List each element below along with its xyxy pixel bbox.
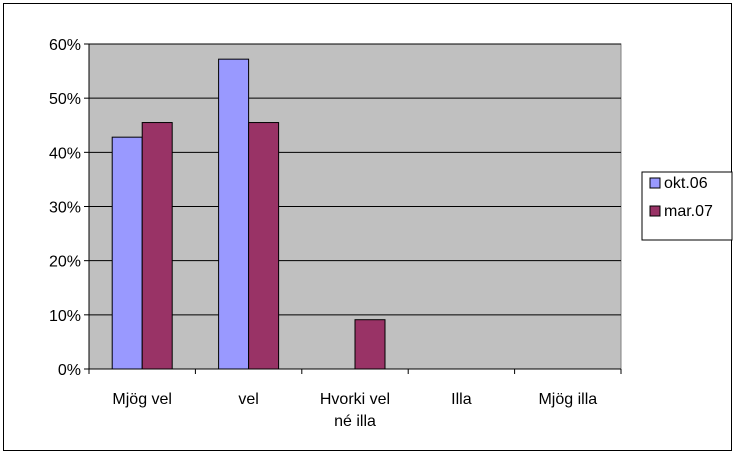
x-tick-label: Illa (451, 391, 472, 408)
x-tick-label: Mjög vel (112, 391, 172, 408)
bars (111, 58, 386, 370)
bar-okt.06-1 (218, 58, 250, 370)
bar-okt.06-0 (111, 136, 143, 370)
bar-mar.07-0 (141, 122, 173, 370)
y-tick-label: 30% (49, 200, 81, 217)
x-axis-ticks: Mjög vel vel Hvorki vel né illa Illa Mjög ill… (88, 369, 622, 430)
x-tick-label: Hvorki vel né illa (320, 391, 390, 430)
x-tick-label: Mjög illa (538, 391, 597, 408)
y-tick-label: 40% (49, 145, 81, 162)
y-tick-label: 20% (49, 254, 81, 271)
gridlines (89, 43, 621, 316)
y-tick-label: 0% (58, 362, 81, 379)
legend: okt.06 mar.07 (641, 171, 733, 241)
x-tick-label: vel (238, 391, 258, 408)
y-axis-ticks: 0% 10% 20% 30% 40% 50% 60% (49, 37, 89, 379)
legend-swatch-okt.06 (649, 177, 661, 189)
y-tick-label: 50% (49, 91, 81, 108)
bar-mar.07-2 (354, 319, 386, 370)
legend-label-mar.07: mar.07 (664, 203, 713, 220)
legend-swatch-mar.07 (649, 205, 661, 217)
bar-mar.07-1 (248, 122, 280, 370)
legend-label-okt.06: okt.06 (664, 175, 708, 192)
y-tick-label: 60% (49, 37, 81, 54)
y-tick-label: 10% (49, 308, 81, 325)
